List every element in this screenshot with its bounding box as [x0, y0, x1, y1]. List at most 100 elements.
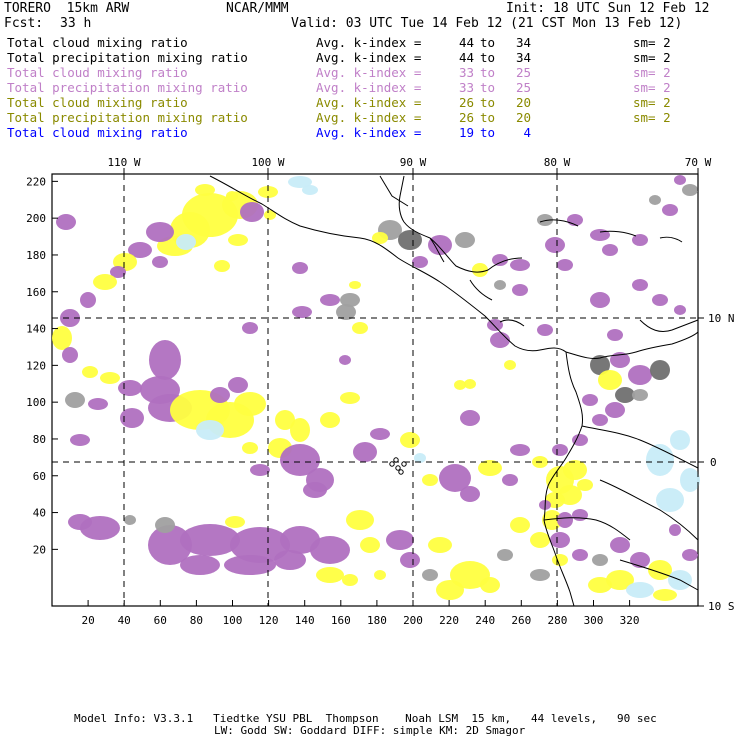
y-tick-label: 160 [26, 286, 46, 299]
cloud-patch [557, 259, 573, 271]
x-tick-label: 120 [259, 614, 279, 627]
cloud-patch [225, 516, 245, 528]
cloud-patch [649, 195, 661, 205]
cloud-patch [352, 322, 368, 334]
cloud-patch [400, 552, 420, 568]
longitude-label: 90 W [400, 156, 427, 169]
cloud-patch [155, 517, 175, 533]
cloud-patch [80, 292, 96, 308]
legend-field-name: Total precipitation mixing ratio [7, 110, 248, 125]
y-tick-label: 180 [26, 249, 46, 262]
legend-field-name: Total cloud mixing ratio [7, 65, 188, 80]
cloud-patch [537, 324, 553, 336]
cloud-patch [88, 398, 108, 410]
cloud-patch [120, 408, 144, 428]
cloud-patch [52, 326, 72, 350]
legend-to-word: to [480, 110, 496, 125]
coastline [469, 279, 493, 301]
legend-kindex-to: 34 [515, 35, 531, 50]
cloud-patch [552, 444, 568, 456]
cloud-patch [250, 464, 270, 476]
cloud-patch [480, 577, 500, 593]
legend-kindex-to: 25 [515, 65, 531, 80]
cloud-patch [674, 175, 686, 185]
forecast-label: Fcst: [4, 16, 44, 31]
coastline [543, 351, 583, 607]
cloud-patch [195, 184, 215, 196]
cloud-patch [349, 281, 361, 289]
cloud-patch [510, 259, 530, 271]
cloud-patch [545, 237, 565, 253]
cloud-patch [653, 589, 677, 601]
y-tick-label: 200 [26, 212, 46, 225]
cloud-patch [422, 474, 438, 486]
cloud-patch [128, 242, 152, 258]
cloud-patch [148, 525, 192, 565]
x-tick-label: 60 [154, 614, 167, 627]
cloud-patch [590, 355, 610, 375]
cloud-patch [682, 549, 698, 561]
cloud-patch [372, 232, 388, 244]
x-tick-label: 280 [547, 614, 567, 627]
x-tick-label: 200 [403, 614, 423, 627]
cloud-patch [68, 514, 92, 530]
cloud-patch [428, 235, 452, 255]
cloud-patch [422, 569, 438, 581]
cloud-patch [180, 555, 220, 575]
coastline [659, 236, 683, 243]
cloud-patch [398, 230, 422, 250]
cloud-patch [93, 274, 117, 290]
cloud-patch [124, 515, 136, 525]
cloud-patch [632, 279, 648, 291]
cloud-patch [439, 464, 471, 492]
cloud-patch [606, 570, 634, 590]
cloud-patch [510, 444, 530, 456]
cloud-patch [490, 332, 510, 348]
cloud-patch [530, 532, 550, 548]
y-tick-label: 120 [26, 359, 46, 372]
cloud-patch [176, 234, 196, 250]
y-tick-label: 100 [26, 396, 46, 409]
coastline [581, 425, 699, 469]
cloud-patch [234, 392, 266, 416]
coastline [499, 319, 525, 327]
cloud-patch [149, 340, 181, 380]
cloud-patch [590, 229, 610, 241]
cloud-patch [224, 555, 276, 575]
x-tick-label: 220 [439, 614, 459, 627]
cloud-patch [494, 280, 506, 290]
cloud-patch [563, 460, 587, 480]
cloud-patch [590, 292, 610, 308]
longitude-label: 70 W [685, 156, 712, 169]
cloud-patch [336, 304, 356, 320]
longitude-label: 110 W [107, 156, 140, 169]
legend-smoothing: sm= 2 [633, 80, 671, 95]
latitude-label: 0 [710, 456, 717, 469]
legend-kindex-from: 33 [459, 80, 475, 95]
cloud-patch [615, 387, 635, 403]
cloud-patch [65, 392, 85, 408]
cloud-patch [302, 185, 318, 195]
cloud-patch [626, 582, 654, 598]
cloud-patch [110, 266, 126, 278]
legend-kindex-to: 20 [515, 95, 531, 110]
legend-kindex-from: 26 [459, 95, 475, 110]
legend-smoothing: sm= 2 [633, 65, 671, 80]
y-tick-label: 40 [33, 507, 46, 520]
legend-kindex-label: Avg. k-index = [316, 80, 422, 95]
legend-kindex-from: 44 [459, 50, 475, 65]
valid-time: Valid: 03 UTC Tue 14 Feb 12 (21 CST Mon … [291, 16, 683, 31]
cloud-patch [346, 510, 374, 530]
cloud-patch [572, 434, 588, 446]
x-tick-label: 240 [475, 614, 495, 627]
coastline [639, 319, 699, 333]
x-tick-label: 160 [331, 614, 351, 627]
legend-kindex-to: 4 [523, 125, 531, 140]
cloud-patch [316, 567, 344, 583]
cloud-patch [510, 517, 530, 533]
cloud-patch [214, 260, 230, 272]
cloud-patch [60, 309, 80, 327]
cloud-patch [460, 486, 480, 502]
coastline [209, 175, 567, 353]
cloud-patch [602, 244, 618, 256]
